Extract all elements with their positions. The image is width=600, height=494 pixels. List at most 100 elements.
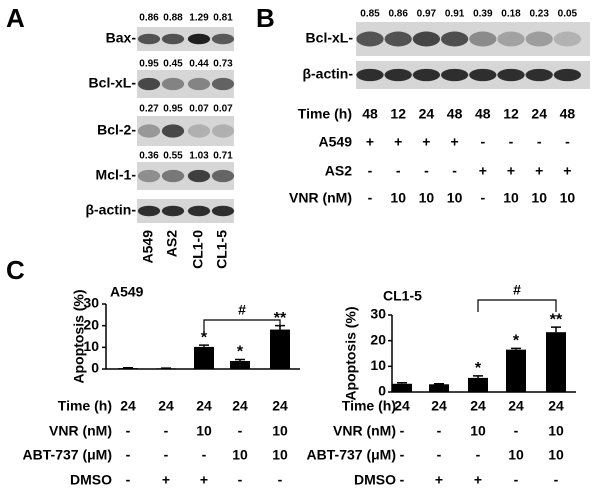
condition-label: VNR (nM) — [49, 423, 112, 439]
condition-cell: - — [202, 447, 207, 463]
condition-cell: 24 — [232, 398, 248, 414]
condition-cell: - — [164, 447, 169, 463]
chart-title: CL1-5 — [383, 288, 422, 304]
y-tick-label: 30 — [83, 295, 99, 311]
condition-cell: 48 — [362, 106, 378, 122]
condition-cell: 10 — [470, 423, 486, 439]
band — [137, 77, 161, 91]
band — [137, 205, 161, 217]
band — [211, 124, 235, 138]
band — [525, 68, 553, 82]
band-value: 1.03 — [189, 151, 209, 162]
bar — [506, 349, 526, 392]
condition-cell: 48 — [560, 106, 576, 122]
band — [356, 31, 384, 47]
band-value: 0.86 — [139, 13, 159, 24]
y-tick-label: 20 — [83, 316, 99, 332]
condition-label: DMSO — [70, 472, 112, 488]
condition-label: ABT-737 (μM) — [307, 447, 396, 463]
bar — [546, 332, 566, 392]
band — [161, 169, 185, 183]
condition-cell: 24 — [196, 398, 212, 414]
band-value: 0.97 — [417, 9, 437, 20]
condition-cell: - — [400, 472, 405, 488]
condition-cell: 48 — [475, 106, 491, 122]
band — [497, 68, 525, 82]
condition-label: DMSO — [354, 472, 396, 488]
condition-cell: - — [509, 134, 514, 150]
condition-cell: + — [474, 472, 482, 488]
band-value: 0.44 — [189, 59, 209, 70]
y-tick-label: 20 — [370, 331, 386, 347]
panel-label: A — [6, 3, 25, 33]
band-value: 0.07 — [213, 104, 233, 115]
condition-cell: 10 — [548, 423, 564, 439]
condition-cell: 10 — [548, 447, 564, 463]
band — [211, 169, 235, 183]
y-tick-label: 30 — [370, 306, 386, 322]
condition-cell: 10 — [232, 447, 248, 463]
band — [161, 205, 185, 217]
condition-cell: 10 — [196, 423, 212, 439]
error-bar — [397, 382, 407, 384]
chart-title: A549 — [110, 284, 144, 300]
band-value: 0.86 — [388, 9, 408, 20]
y-tick-label: 10 — [83, 338, 99, 354]
band-value: 0.39 — [473, 9, 493, 20]
band-value: 1.29 — [189, 13, 209, 24]
band-value: 0.85 — [360, 9, 380, 20]
band — [384, 31, 412, 47]
condition-cell: - — [565, 134, 570, 150]
condition-cell: + — [507, 163, 515, 179]
panel-label: C — [6, 255, 25, 285]
condition-cell: 24 — [419, 106, 435, 122]
condition-label: AS2 — [325, 163, 352, 179]
condition-cell: - — [400, 423, 405, 439]
condition-cell: 10 — [419, 190, 435, 206]
band — [161, 77, 185, 91]
error-bar — [235, 358, 245, 361]
condition-cell: - — [514, 423, 519, 439]
significance: * — [201, 329, 208, 346]
band-value: 0.18 — [501, 9, 521, 20]
condition-cell: + — [422, 134, 430, 150]
band — [412, 68, 441, 82]
y-tick-label: 0 — [91, 360, 99, 376]
bar — [429, 384, 449, 392]
condition-cell: - — [480, 134, 485, 150]
condition-cell: + — [366, 134, 374, 150]
error-bar — [199, 344, 209, 347]
band — [497, 31, 525, 47]
band-value: 0.95 — [163, 104, 183, 115]
condition-cell: + — [162, 472, 170, 488]
band — [187, 33, 211, 45]
band-value: 0.91 — [445, 9, 465, 20]
row-label: Bax- — [106, 30, 137, 46]
error-bar — [511, 347, 521, 350]
band-value: 0.27 — [139, 104, 159, 115]
condition-cell: 24 — [431, 398, 447, 414]
condition-label: VNR (nM) — [289, 190, 352, 206]
significance: ** — [550, 311, 563, 328]
condition-cell: 24 — [120, 398, 136, 414]
bar — [392, 383, 412, 392]
error-bar — [473, 375, 483, 378]
error-bar — [434, 383, 444, 385]
y-axis-label: Apoptosis (%) — [71, 289, 87, 383]
condition-cell: + — [535, 163, 543, 179]
band — [137, 33, 161, 45]
bar — [270, 329, 290, 369]
condition-cell: - — [476, 447, 481, 463]
band — [211, 33, 235, 45]
band — [211, 77, 235, 91]
condition-cell: 24 — [508, 398, 524, 414]
condition-cell: - — [368, 163, 373, 179]
band — [137, 169, 161, 183]
band — [384, 68, 412, 82]
condition-cell: 10 — [508, 447, 524, 463]
bracket — [477, 299, 557, 312]
band — [469, 31, 497, 47]
band — [161, 33, 185, 45]
condition-label: Time (h) — [298, 106, 352, 122]
